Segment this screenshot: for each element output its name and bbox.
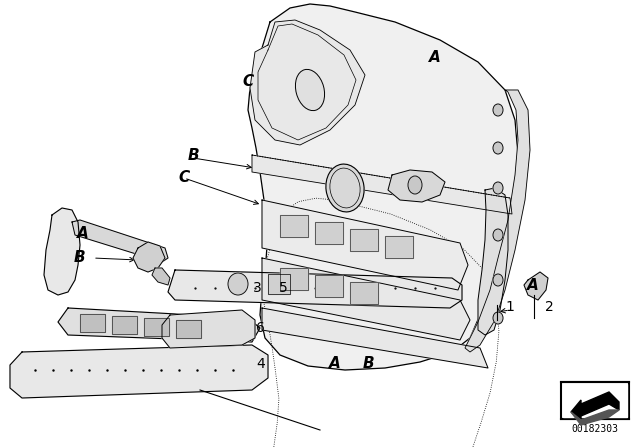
Polygon shape bbox=[262, 200, 468, 290]
Bar bbox=[280, 268, 308, 290]
Text: 3: 3 bbox=[253, 281, 261, 295]
Bar bbox=[280, 268, 308, 290]
Ellipse shape bbox=[493, 182, 503, 194]
Ellipse shape bbox=[493, 274, 503, 286]
Ellipse shape bbox=[493, 312, 503, 324]
Text: 5: 5 bbox=[278, 281, 287, 295]
Text: 1: 1 bbox=[506, 300, 515, 314]
Polygon shape bbox=[571, 410, 619, 425]
Polygon shape bbox=[168, 270, 462, 308]
Bar bbox=[350, 229, 378, 251]
Polygon shape bbox=[262, 308, 488, 368]
Text: A: A bbox=[527, 277, 539, 293]
Text: 6: 6 bbox=[255, 321, 264, 335]
Polygon shape bbox=[133, 242, 165, 272]
Bar bbox=[315, 275, 343, 297]
Bar bbox=[112, 316, 137, 334]
Text: C: C bbox=[243, 74, 253, 90]
Bar bbox=[385, 236, 413, 258]
Bar bbox=[280, 215, 308, 237]
Polygon shape bbox=[388, 170, 445, 202]
Bar bbox=[144, 318, 169, 336]
Polygon shape bbox=[524, 272, 548, 300]
Polygon shape bbox=[478, 188, 508, 335]
Polygon shape bbox=[58, 308, 260, 342]
Bar bbox=[144, 318, 169, 336]
Bar bbox=[350, 282, 378, 304]
Ellipse shape bbox=[408, 176, 422, 194]
Text: 4: 4 bbox=[257, 357, 266, 371]
Text: A: A bbox=[429, 51, 441, 65]
Bar bbox=[561, 382, 629, 419]
Bar bbox=[268, 274, 290, 294]
Bar bbox=[350, 229, 378, 251]
Bar bbox=[315, 275, 343, 297]
Ellipse shape bbox=[296, 69, 324, 111]
Bar bbox=[112, 316, 137, 334]
Polygon shape bbox=[72, 220, 168, 262]
Ellipse shape bbox=[326, 164, 364, 212]
Text: A: A bbox=[329, 357, 341, 371]
Polygon shape bbox=[10, 345, 268, 398]
Bar bbox=[315, 222, 343, 244]
Text: A: A bbox=[77, 225, 89, 241]
Bar bbox=[176, 320, 201, 338]
Text: B: B bbox=[187, 147, 199, 163]
Polygon shape bbox=[252, 155, 512, 214]
Bar bbox=[315, 222, 343, 244]
Polygon shape bbox=[571, 392, 619, 420]
Polygon shape bbox=[465, 90, 530, 352]
Bar bbox=[176, 320, 201, 338]
Polygon shape bbox=[152, 268, 170, 285]
Text: 00182303: 00182303 bbox=[572, 425, 618, 435]
Polygon shape bbox=[250, 20, 365, 145]
Bar bbox=[563, 384, 627, 418]
Bar bbox=[80, 314, 105, 332]
Text: C: C bbox=[179, 169, 189, 185]
Bar bbox=[268, 274, 290, 294]
Bar bbox=[280, 215, 308, 237]
Bar bbox=[385, 236, 413, 258]
Ellipse shape bbox=[228, 273, 248, 295]
Polygon shape bbox=[44, 208, 80, 295]
Text: B: B bbox=[362, 357, 374, 371]
Ellipse shape bbox=[493, 229, 503, 241]
Polygon shape bbox=[162, 310, 255, 348]
Ellipse shape bbox=[493, 142, 503, 154]
Bar bbox=[80, 314, 105, 332]
Text: B: B bbox=[73, 250, 85, 266]
Ellipse shape bbox=[493, 104, 503, 116]
Text: 2: 2 bbox=[545, 300, 554, 314]
Polygon shape bbox=[248, 4, 518, 370]
Bar bbox=[350, 282, 378, 304]
Polygon shape bbox=[262, 258, 470, 340]
